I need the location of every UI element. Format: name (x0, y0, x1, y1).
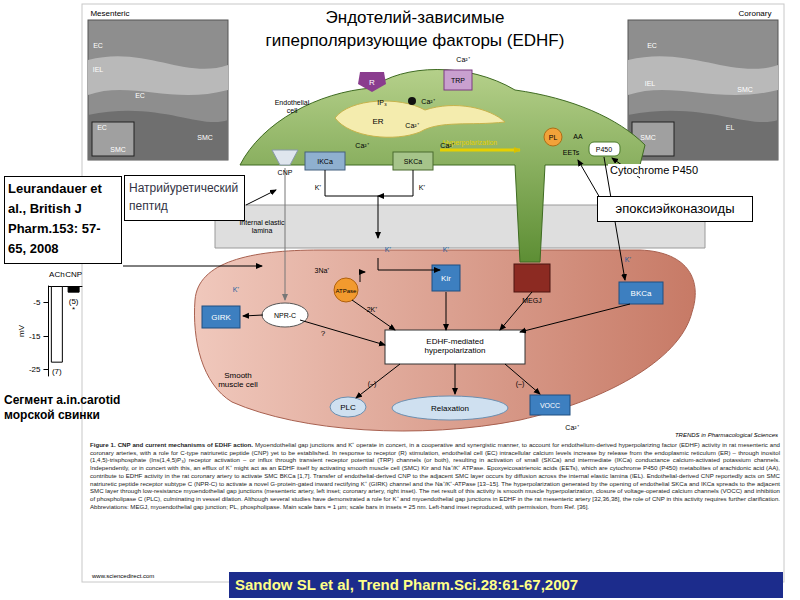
svg-text:SMC: SMC (197, 134, 213, 141)
svg-text:PL: PL (549, 134, 558, 141)
svg-text:(–): (–) (516, 380, 525, 388)
svg-text:ER: ER (372, 117, 383, 126)
svg-text:EETs: EETs (563, 149, 580, 156)
svg-text:Ca²⁺: Ca²⁺ (405, 122, 419, 129)
svg-text:Kir: Kir (441, 274, 451, 283)
svg-text:EC: EC (647, 42, 657, 49)
svg-text:VOCC: VOCC (540, 402, 560, 409)
svg-text:EC: EC (135, 92, 145, 99)
svg-text:K⁺: K⁺ (625, 256, 633, 263)
svg-text:?: ? (321, 329, 326, 338)
svg-text:EC: EC (97, 124, 107, 131)
svg-text:Smoothmuscle cell: Smoothmuscle cell (218, 371, 258, 389)
svg-text:TRP: TRP (451, 77, 465, 84)
svg-text:mV: mV (17, 324, 26, 337)
svg-text:ACh: ACh (49, 270, 65, 279)
svg-text:GIRK: GIRK (211, 313, 231, 322)
html-text:Сегмент a.in.carotid морской с: Сегмент a.in.carotid морской свинки (4, 393, 121, 422)
svg-text:EL: EL (726, 124, 735, 131)
svg-text:*: * (72, 305, 75, 314)
svg-text:3Na⁺: 3Na⁺ (315, 267, 331, 274)
svg-text:IEL: IEL (645, 80, 656, 87)
svg-text:-25: -25 (29, 365, 41, 374)
svg-text:(5): (5) (68, 297, 79, 307)
html-text:Sandow SL et al, Trend Pharm.S: Sandow SL et al, Trend Pharm.Sci.28:61-6… (235, 576, 579, 593)
svg-text:PLC: PLC (340, 403, 356, 412)
svg-text:Эндотелий-зависимые: Эндотелий-зависимые (326, 8, 505, 27)
svg-text:K⁺: K⁺ (443, 246, 451, 253)
html-text:Cytochrome P450: Cytochrome P450 (610, 164, 698, 176)
svg-text:BKCa: BKCa (631, 289, 652, 298)
svg-text:2K⁺: 2K⁺ (367, 306, 379, 313)
svg-text:(–): (–) (368, 380, 377, 388)
svg-text:IP₃: IP₃ (377, 99, 387, 106)
svg-text:NPR-C: NPR-C (274, 312, 296, 319)
svg-text:EC: EC (93, 42, 103, 49)
svg-text:Ca²⁺: Ca²⁺ (456, 56, 470, 63)
svg-text:K⁺: K⁺ (385, 246, 393, 253)
svg-text:K⁺: K⁺ (315, 184, 323, 191)
svg-text:IKCa: IKCa (317, 158, 333, 165)
svg-text:K⁺: K⁺ (233, 286, 241, 293)
svg-text:EDHF-mediatedhyperpolarization: EDHF-mediatedhyperpolarization (425, 337, 486, 355)
svg-text:Internal elasticlamina: Internal elasticlamina (239, 219, 285, 234)
svg-text:-15: -15 (29, 332, 41, 341)
svg-text:P450: P450 (596, 146, 612, 153)
svg-text:MEGJ: MEGJ (522, 297, 541, 304)
svg-text:-5: -5 (33, 298, 41, 307)
html-text:Leurandauer et al., British J: Leurandauer et al., British J Pharm.153:… (8, 181, 102, 256)
svg-text:SMC: SMC (640, 134, 656, 141)
svg-text:Endothelialcell: Endothelialcell (275, 99, 310, 114)
svg-text:Coronary: Coronary (739, 9, 772, 18)
svg-text:Relaxation: Relaxation (431, 404, 469, 413)
svg-text:Ca²⁺: Ca²⁺ (355, 142, 369, 149)
svg-text:CNP: CNP (278, 169, 293, 176)
svg-text:SKCa: SKCa (404, 158, 422, 165)
svg-text:CNP: CNP (65, 270, 82, 279)
svg-text:Hyperpolarization: Hyperpolarization (442, 139, 498, 146)
html-text:Figure 1. CNP and current mech: Figure 1. CNP and current mechanisms of … (90, 441, 780, 510)
svg-text:IEL: IEL (93, 66, 104, 73)
svg-text:SMC: SMC (110, 146, 126, 153)
svg-text:AA: AA (573, 133, 583, 140)
svg-text:www.sciencedirect.com: www.sciencedirect.com (91, 573, 154, 579)
svg-text:гиперполяризующие факторы (EDH: гиперполяризующие факторы (EDHF) (266, 31, 565, 50)
svg-text:Ca²⁺: Ca²⁺ (440, 142, 454, 149)
svg-text:Ca²⁺: Ca²⁺ (421, 98, 435, 105)
svg-text:SMC: SMC (737, 86, 753, 93)
svg-text:ATPase: ATPase (336, 288, 358, 294)
svg-text:Ca²⁺: Ca²⁺ (565, 424, 579, 431)
svg-text:K⁺: K⁺ (419, 184, 427, 191)
html-text:Натрийуретический пептид: Натрийуретический пептид (129, 181, 239, 213)
svg-text:(7): (7) (52, 367, 62, 376)
html-text:эпоксиэйконазоиды: эпоксиэйконазоиды (615, 201, 735, 216)
svg-text:Mesenteric: Mesenteric (90, 9, 129, 18)
svg-text:TRENDS in Pharmacological Scie: TRENDS in Pharmacological Sciences (675, 432, 778, 438)
svg-text:R: R (369, 78, 375, 87)
